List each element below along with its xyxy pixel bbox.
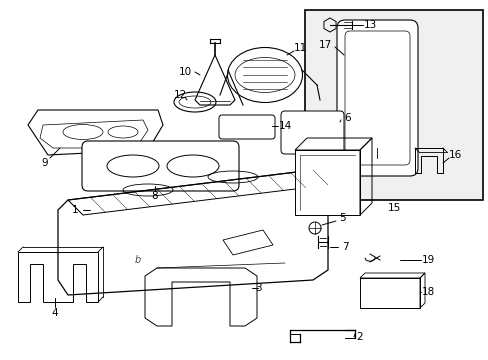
Text: 1: 1 (72, 205, 78, 215)
Text: 15: 15 (386, 203, 400, 213)
Bar (359, 278, 419, 308)
Text: 6: 6 (344, 113, 350, 123)
Text: 5: 5 (339, 213, 346, 223)
Text: 18: 18 (421, 287, 434, 297)
FancyBboxPatch shape (281, 111, 343, 154)
Text: 16: 16 (447, 150, 461, 160)
Text: 17: 17 (318, 40, 331, 50)
Text: 3: 3 (254, 283, 261, 293)
Text: 19: 19 (421, 255, 434, 265)
Text: 14: 14 (278, 121, 291, 131)
Bar (294, 150, 359, 215)
FancyBboxPatch shape (345, 31, 409, 165)
FancyBboxPatch shape (219, 115, 274, 139)
Text: 4: 4 (52, 308, 58, 318)
FancyBboxPatch shape (82, 141, 239, 191)
Text: b: b (135, 255, 141, 265)
Text: 8: 8 (151, 191, 158, 201)
Text: 9: 9 (41, 158, 48, 168)
FancyBboxPatch shape (336, 20, 417, 176)
Text: 13: 13 (363, 20, 376, 30)
Text: 10: 10 (178, 67, 191, 77)
Text: 7: 7 (341, 242, 347, 252)
Text: 12: 12 (173, 90, 186, 100)
Text: 2: 2 (356, 332, 363, 342)
Text: 11: 11 (293, 43, 306, 53)
Bar (305, 10, 482, 200)
